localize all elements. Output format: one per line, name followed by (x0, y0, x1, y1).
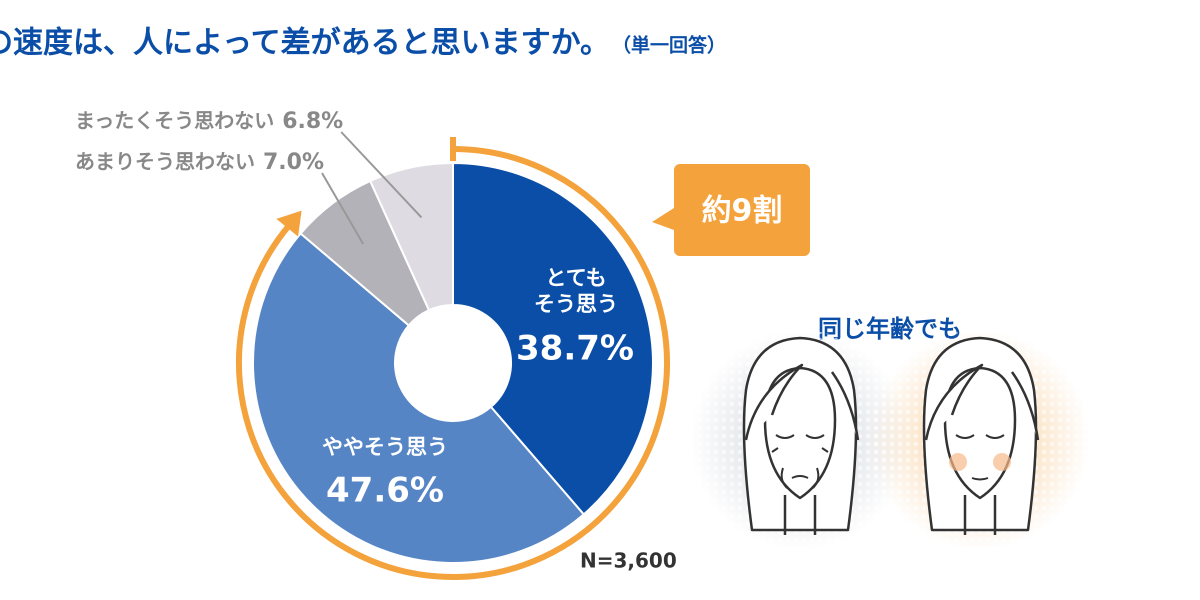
value-label: 7.0% (263, 150, 324, 175)
value-label: 6.8% (282, 109, 343, 134)
slice-label: とても そう思う (534, 266, 618, 316)
leader-line (340, 131, 423, 219)
sample-size: N=3,600 (580, 549, 677, 573)
arrow-arc (236, 146, 670, 580)
value-label: 47.6% (326, 471, 444, 511)
slice-label: ややそう思う (322, 435, 448, 459)
slice-label: あまりそう思わない (75, 150, 255, 174)
value-label: 38.7% (516, 329, 634, 369)
leader-line (321, 172, 365, 245)
caption: 同じ年齢でも (818, 315, 962, 343)
donut-slice (368, 161, 454, 312)
donut-slice (252, 232, 586, 564)
donut-slice (452, 161, 654, 516)
callout-text: 約9割 (702, 194, 783, 229)
arrow-head (276, 210, 302, 237)
callout: 約9割 (652, 164, 810, 256)
chart-subtitle: （単一回答） (612, 34, 726, 57)
face-illustrations (690, 330, 1090, 550)
chart-title: 老化の速度は、人によって差があると思いますか。 (0, 26, 610, 61)
slice-label: まったくそう思わない (75, 109, 274, 133)
